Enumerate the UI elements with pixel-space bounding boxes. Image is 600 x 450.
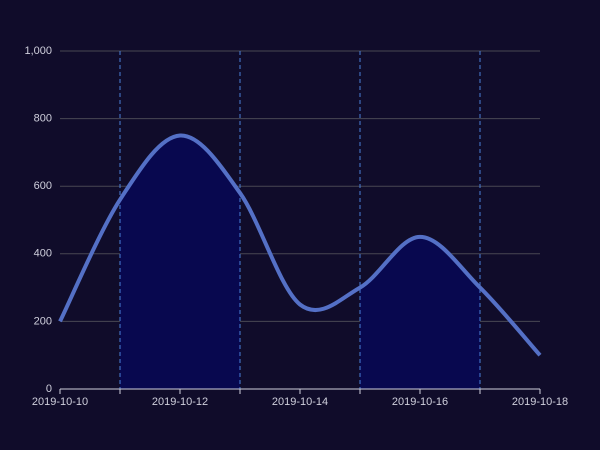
line [58, 133, 542, 357]
y-tick-label: 400 [34, 248, 52, 260]
x-tick-label: 2019-10-12 [152, 396, 208, 408]
x-tick-label: 2019-10-14 [272, 396, 328, 408]
y-tick-label: 800 [34, 113, 52, 125]
y-tick-label: 200 [34, 315, 52, 327]
y-tick-label: 1,000 [24, 45, 52, 57]
x-tick-label: 2019-10-16 [392, 396, 448, 408]
x-tick-label: 2019-10-18 [512, 396, 568, 408]
y-tick-label: 0 [46, 383, 52, 395]
x-tick-label: 2019-10-10 [32, 396, 88, 408]
y-tick-label: 600 [34, 180, 52, 192]
area [120, 135, 480, 389]
